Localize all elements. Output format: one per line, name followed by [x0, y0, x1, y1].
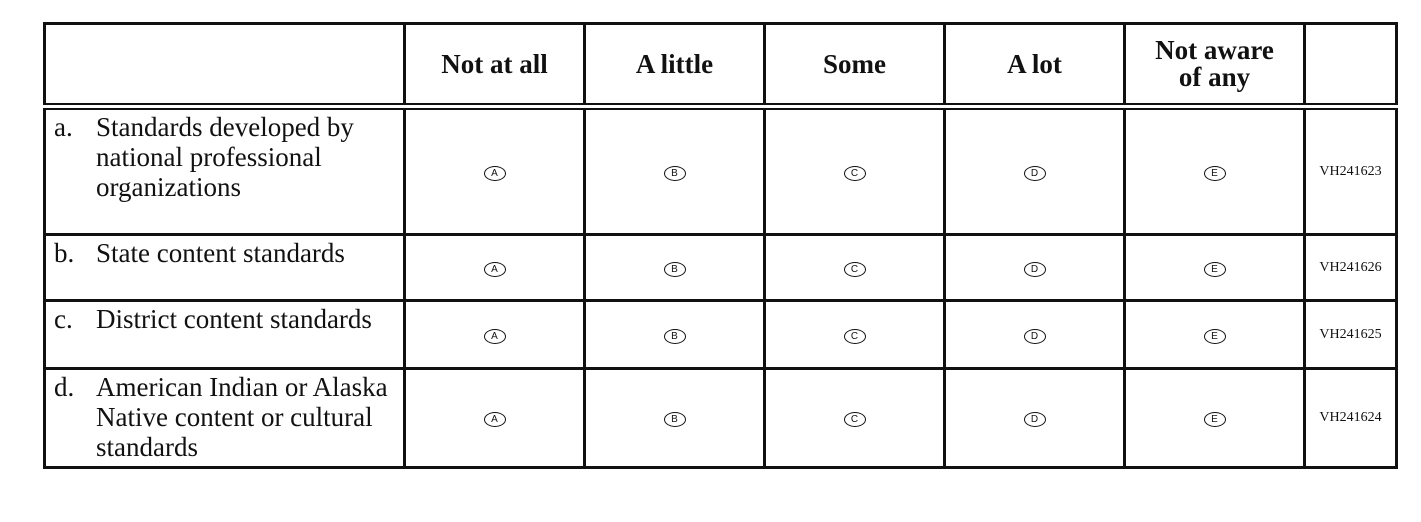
option-cell: A	[403, 367, 586, 469]
option-cell: B	[583, 367, 766, 469]
answer-bubble-b[interactable]: B	[663, 328, 686, 344]
option-cell: B	[583, 233, 766, 302]
header-code-blank	[1303, 22, 1398, 110]
answer-bubble-a[interactable]: A	[483, 412, 506, 427]
item-code: VH241624	[1303, 367, 1398, 469]
survey-table: Not at all A little Some A lot Not aware…	[43, 22, 1398, 469]
answer-bubble-e[interactable]: E	[1203, 261, 1226, 277]
option-cell: D	[943, 367, 1126, 469]
table-row: c. District content standards A B C D E VH24162…	[43, 299, 1398, 370]
option-cell: C	[763, 367, 946, 469]
option-cell: D	[943, 105, 1126, 236]
answer-bubble-a[interactable]: A	[483, 261, 506, 277]
item-text: American Indian or Alaska Native content…	[96, 372, 388, 462]
answer-bubble-a[interactable]: A	[483, 165, 506, 181]
header-some: Some	[763, 22, 946, 110]
answer-bubble-b[interactable]: B	[663, 165, 686, 181]
item-label: c. District content standards	[43, 299, 406, 370]
option-cell: E	[1123, 233, 1306, 302]
answer-bubble-b[interactable]: B	[663, 261, 686, 277]
answer-bubble-a[interactable]: A	[483, 328, 506, 344]
item-text: State content standards	[96, 238, 345, 268]
header-a-lot: A lot	[943, 22, 1126, 110]
answer-bubble-d[interactable]: D	[1023, 328, 1046, 344]
header-a-little: A little	[583, 22, 766, 110]
answer-bubble-b[interactable]: B	[663, 412, 686, 427]
item-letter: d.	[54, 372, 75, 402]
item-text: Standards developed by national professi…	[96, 112, 354, 202]
header-row: Not at all A little Some A lot Not aware…	[43, 22, 1398, 110]
item-code: VH241626	[1303, 233, 1398, 302]
option-cell: D	[943, 233, 1126, 302]
item-letter: a.	[54, 112, 73, 142]
item-letter: b.	[54, 238, 75, 268]
answer-bubble-e[interactable]: E	[1203, 328, 1226, 344]
header-blank	[43, 22, 406, 110]
option-cell: C	[763, 105, 946, 236]
option-cell: B	[583, 299, 766, 370]
item-label: b. State content standards	[43, 233, 406, 302]
answer-bubble-d[interactable]: D	[1023, 261, 1046, 277]
option-cell: C	[763, 233, 946, 302]
item-code: VH241623	[1303, 105, 1398, 236]
header-not-at-all: Not at all	[403, 22, 586, 110]
answer-bubble-c[interactable]: C	[843, 165, 866, 181]
header-not-aware-label: Not aware of any	[1155, 35, 1274, 92]
option-cell: C	[763, 299, 946, 370]
answer-bubble-d[interactable]: D	[1023, 165, 1046, 181]
item-code: VH241625	[1303, 299, 1398, 370]
answer-bubble-d[interactable]: D	[1023, 412, 1046, 427]
option-cell: A	[403, 233, 586, 302]
answer-bubble-e[interactable]: E	[1203, 412, 1226, 427]
table-row: b. State content standards A B C D E VH241626	[43, 233, 1398, 302]
answer-bubble-c[interactable]: C	[843, 328, 866, 344]
answer-bubble-c[interactable]: C	[843, 412, 866, 427]
answer-bubble-e[interactable]: E	[1203, 165, 1226, 181]
table-row: a. Standards developed by national profes…	[43, 105, 1398, 236]
option-cell: A	[403, 299, 586, 370]
item-label: a. Standards developed by national profes…	[43, 105, 406, 236]
item-letter: c.	[54, 304, 73, 334]
header-not-aware: Not aware of any	[1123, 22, 1306, 110]
option-cell: E	[1123, 367, 1306, 469]
answer-bubble-c[interactable]: C	[843, 261, 866, 277]
option-cell: D	[943, 299, 1126, 370]
item-label: d. American Indian or Alaska Native conte…	[43, 367, 406, 469]
option-cell: E	[1123, 299, 1306, 370]
option-cell: A	[403, 105, 586, 236]
option-cell: E	[1123, 105, 1306, 236]
table-row: d. American Indian or Alaska Native conte…	[43, 367, 1398, 469]
item-text: District content standards	[96, 304, 372, 334]
option-cell: B	[583, 105, 766, 236]
